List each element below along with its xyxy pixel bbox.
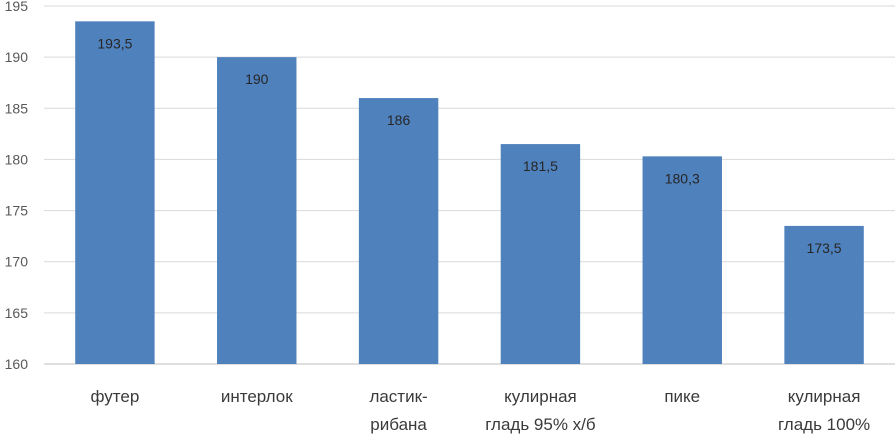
y-tick-label: 195 bbox=[5, 0, 29, 14]
data-label: 181,5 bbox=[523, 158, 558, 174]
y-tick-label: 180 bbox=[5, 151, 29, 167]
bar bbox=[784, 225, 864, 364]
x-category-label: футер bbox=[91, 387, 140, 406]
bar bbox=[500, 144, 581, 364]
bar bbox=[217, 57, 297, 365]
bars bbox=[75, 21, 864, 365]
x-category-label: ластик-рибана bbox=[369, 387, 427, 434]
data-label: 173,5 bbox=[807, 240, 842, 256]
data-label: 190 bbox=[245, 71, 269, 87]
y-axis-ticks: 160 165 170 175 180 185 190 195 bbox=[5, 0, 29, 372]
data-label: 193,5 bbox=[97, 35, 132, 51]
y-tick-label: 190 bbox=[5, 49, 29, 65]
y-tick-label: 165 bbox=[5, 305, 29, 321]
data-labels: 193,5 190 186 181,5 180,3 173,5 bbox=[97, 35, 841, 256]
x-category-label: пике bbox=[664, 387, 700, 406]
data-label: 180,3 bbox=[665, 170, 700, 186]
x-category-label: кулирная гладь 100% bbox=[778, 387, 870, 434]
y-tick-label: 170 bbox=[5, 254, 29, 270]
x-axis-categories: футер интерлок ластик-рибана кулирная гладь … bbox=[91, 387, 871, 434]
bar bbox=[642, 156, 722, 364]
x-category-label: кулирная гладь 95% х/б bbox=[485, 387, 596, 434]
gridlines bbox=[44, 5, 895, 365]
bar bbox=[358, 98, 439, 365]
y-tick-label: 175 bbox=[5, 203, 29, 219]
x-category-label: интерлок bbox=[221, 387, 293, 406]
bar bbox=[75, 21, 155, 364]
data-label: 186 bbox=[387, 112, 411, 128]
y-tick-label: 160 bbox=[5, 356, 29, 372]
y-tick-label: 185 bbox=[5, 100, 29, 116]
